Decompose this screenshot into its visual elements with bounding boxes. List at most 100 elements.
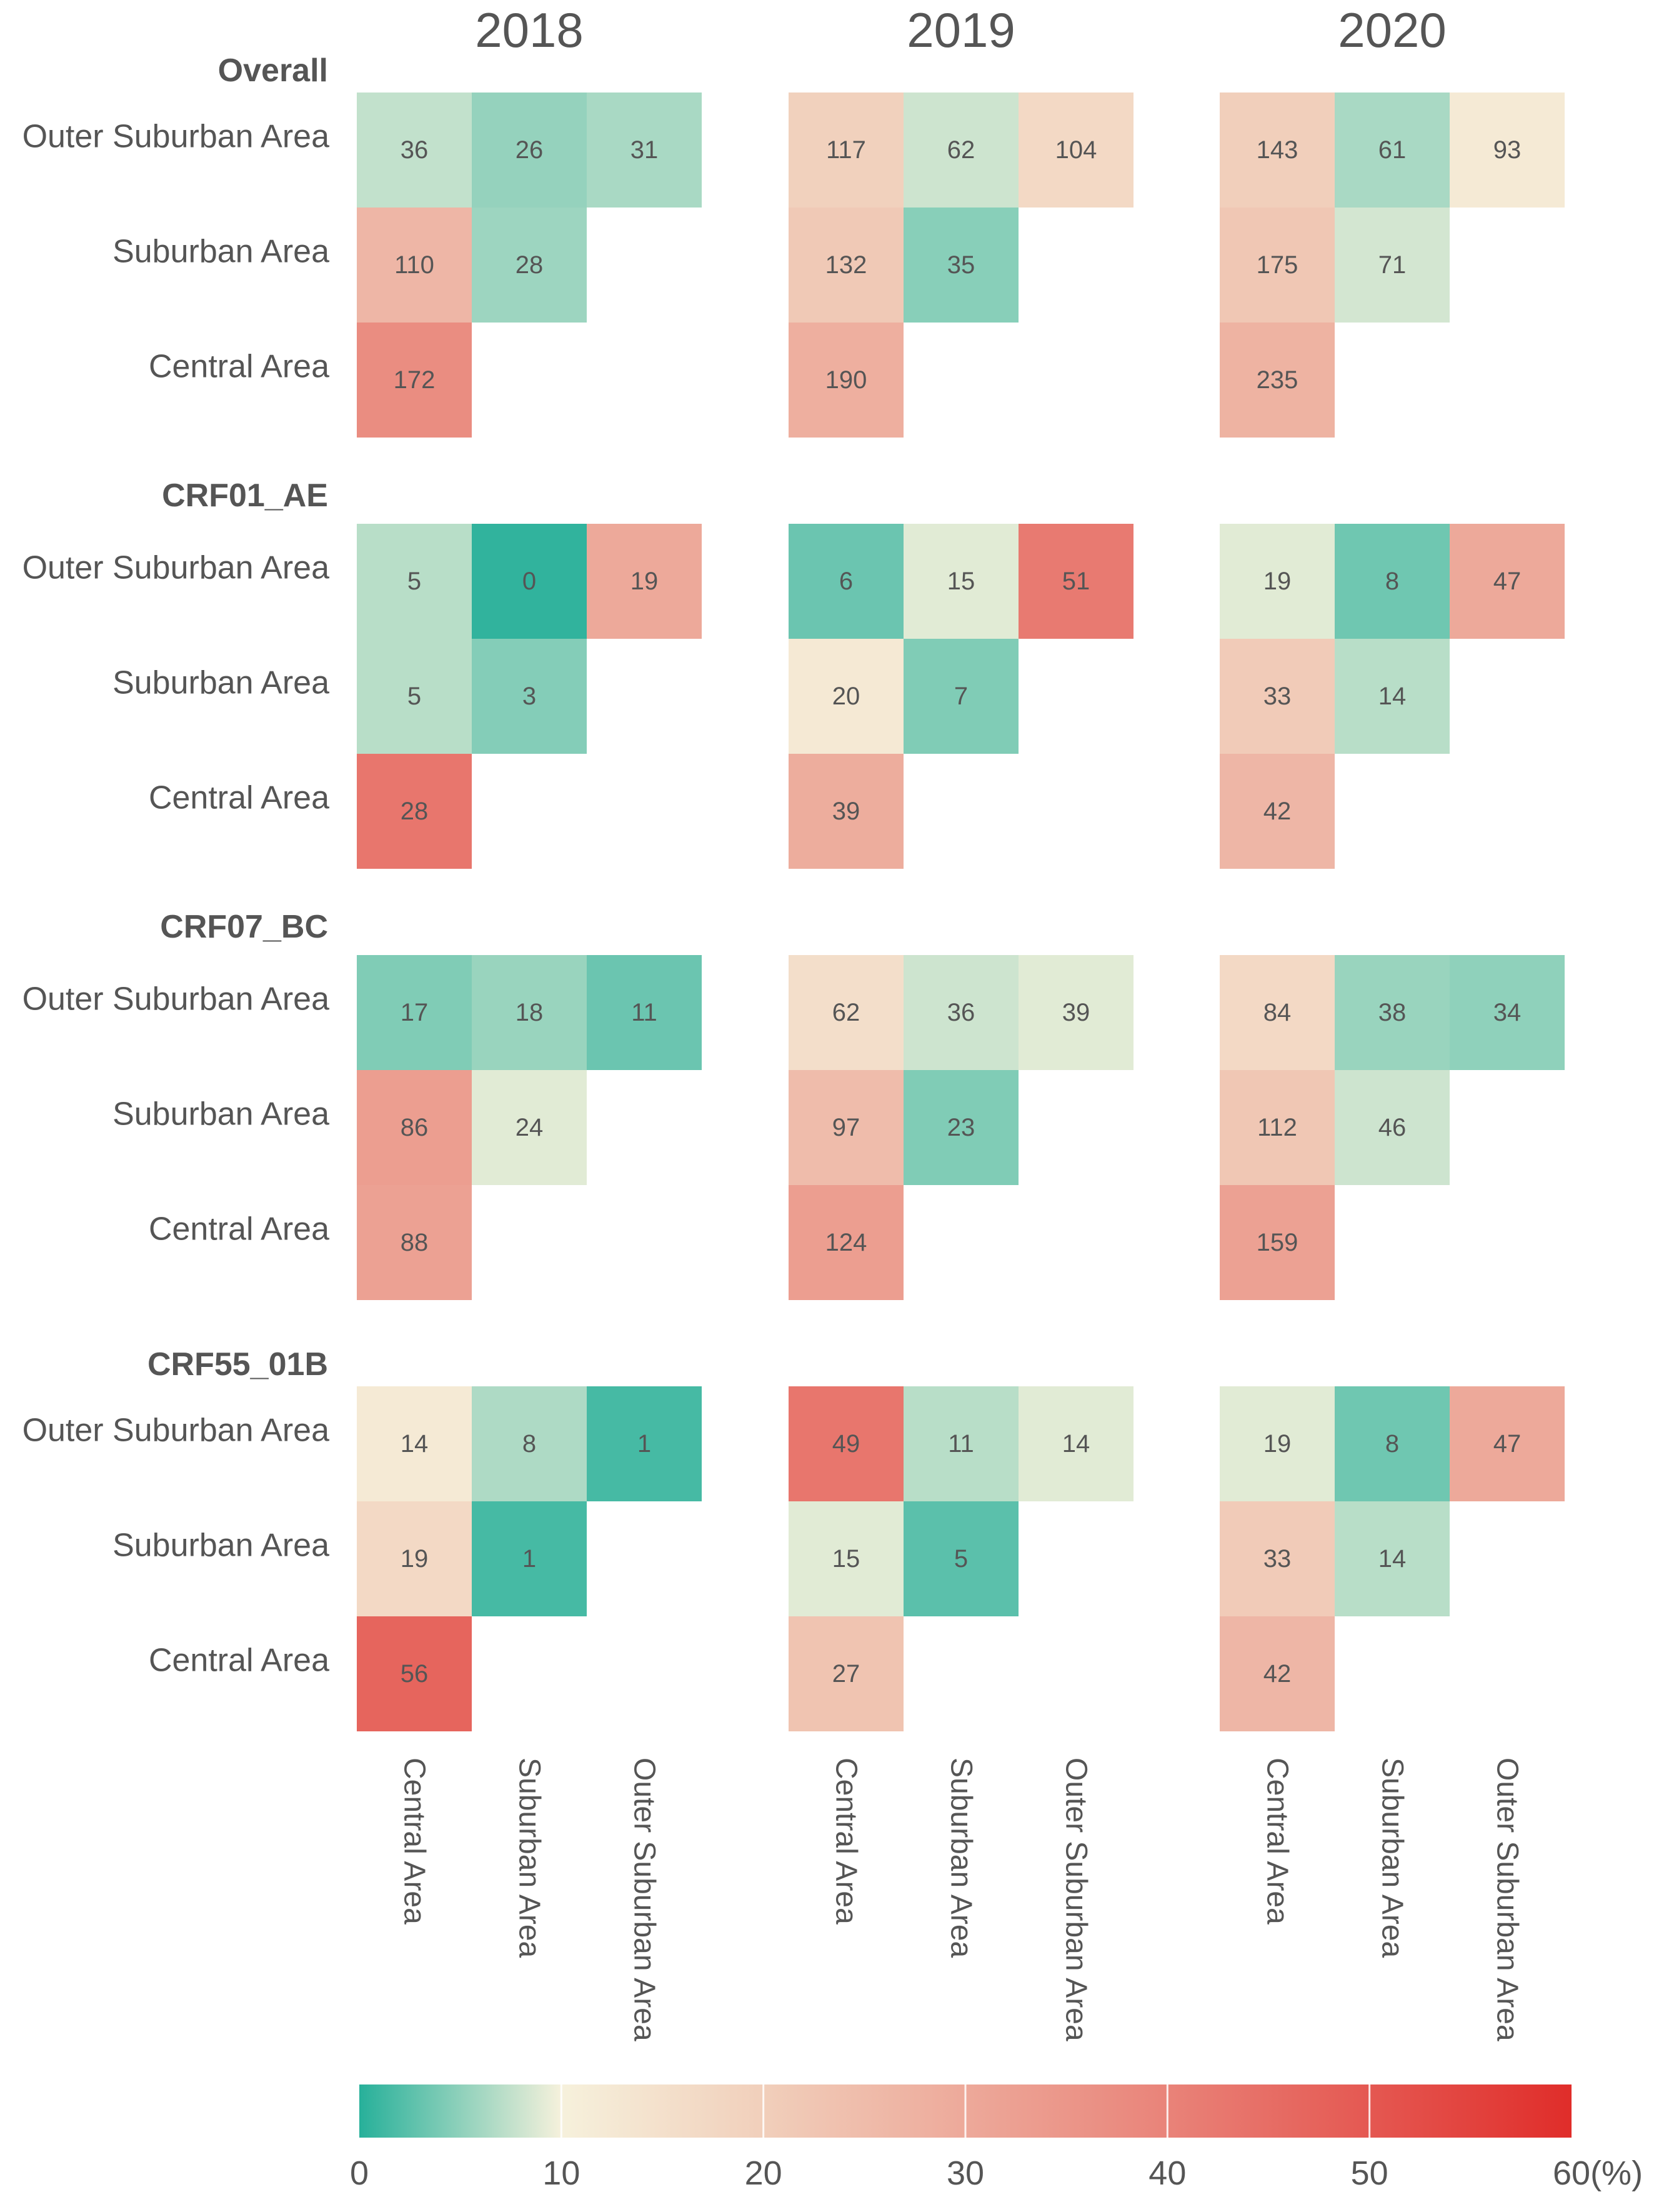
cell-value: 47 <box>1493 568 1522 595</box>
heatmap-cell <box>587 1386 702 1501</box>
heatmap-cell <box>1220 639 1335 754</box>
heatmap-cell <box>357 1185 472 1300</box>
heatmap-cell <box>472 1501 587 1616</box>
cell-value: 93 <box>1493 136 1522 164</box>
row-label: Outer Suburban Area <box>22 1413 330 1449</box>
cell-value: 47 <box>1493 1430 1522 1458</box>
panel-year-2019: 117 62 104 132 35 190 <box>789 93 1133 438</box>
row-label: Suburban Area <box>112 665 329 701</box>
colorbar-tick-label: 30 <box>947 2154 984 2192</box>
heatmap-cell <box>1335 1501 1450 1616</box>
cell-value: 11 <box>948 1430 974 1458</box>
heatmap-cell <box>904 208 1019 323</box>
colorbar: 0 10 20 30 40 50 60(%) <box>350 2084 1643 2192</box>
cell-value: 84 <box>1263 999 1292 1026</box>
heatmap-cell <box>1019 524 1133 639</box>
heatmap-cell <box>472 1070 587 1185</box>
heatmap-cell <box>357 1501 472 1616</box>
panel-year-2018: 17 18 11 86 24 88 <box>357 955 702 1300</box>
cell-value: 3 <box>522 683 536 710</box>
cell-value: 172 <box>394 366 436 394</box>
heatmap-cell <box>1335 1386 1450 1501</box>
heatmap-cell <box>1220 955 1335 1070</box>
heatmap-cell <box>472 639 587 754</box>
panel-crf55-01b: CRF55_01B Outer Suburban Area Suburban Are… <box>22 1346 1565 1731</box>
heatmap-cell <box>1335 955 1450 1070</box>
heatmap-cell <box>904 955 1019 1070</box>
cell-value: 46 <box>1378 1114 1407 1141</box>
panel-year-2019: 6 15 51 20 7 39 <box>789 524 1133 869</box>
cell-value: 159 <box>1257 1229 1298 1256</box>
row-label: Outer Suburban Area <box>22 119 330 155</box>
heatmap-cell <box>1450 93 1565 208</box>
panel-year-2020: 19 8 47 33 14 42 <box>1220 524 1565 869</box>
heatmap-cell <box>789 1386 904 1501</box>
cell-value: 14 <box>401 1430 429 1458</box>
row-label: Outer Suburban Area <box>22 550 330 586</box>
heatmap-cell <box>1019 955 1133 1070</box>
cell-value: 28 <box>516 251 544 279</box>
cell-value: 39 <box>1062 999 1090 1026</box>
panel-title: CRF55_01B <box>147 1346 328 1383</box>
colorbar-tick-label: 40 <box>1148 2154 1186 2192</box>
panel-title: CRF07_BC <box>160 909 328 945</box>
heatmap-cell <box>1220 1070 1335 1185</box>
cell-value: 235 <box>1257 366 1298 394</box>
heatmap-cell <box>1220 1501 1335 1616</box>
column-label: Central Area <box>1261 1758 1294 1924</box>
heatmap-cell <box>357 955 472 1070</box>
cell-value: 190 <box>825 366 867 394</box>
heatmap-cell <box>357 208 472 323</box>
cell-value: 14 <box>1062 1430 1090 1458</box>
cell-value: 34 <box>1493 999 1522 1026</box>
heatmap-cell <box>789 1501 904 1616</box>
cell-value: 39 <box>832 798 860 825</box>
heatmap-cell <box>357 524 472 639</box>
panel-title: Overall <box>218 53 328 89</box>
cell-value: 19 <box>1263 1430 1292 1458</box>
year-header-2020: 2020 <box>1338 3 1447 58</box>
column-axis-labels: Central Area Suburban Area Outer Suburban … <box>398 1758 1524 2041</box>
cell-value: 132 <box>825 251 867 279</box>
row-label: Suburban Area <box>112 1528 329 1564</box>
cell-value: 5 <box>407 683 421 710</box>
heatmap-cell <box>904 1070 1019 1185</box>
panel-year-2019: 49 11 14 15 5 27 <box>789 1386 1133 1731</box>
cell-value: 18 <box>516 999 544 1026</box>
heatmap-cell <box>789 93 904 208</box>
heatmap-cell <box>472 955 587 1070</box>
column-label: Central Area <box>830 1758 863 1924</box>
cell-value: 17 <box>401 999 429 1026</box>
year-header-2019: 2019 <box>907 3 1015 58</box>
heatmap-cell <box>789 1185 904 1300</box>
heatmap-cell <box>789 524 904 639</box>
cell-value: 1 <box>522 1545 536 1573</box>
heatmap-cell <box>789 955 904 1070</box>
heatmap-cell <box>357 93 472 208</box>
colorbar-tick-label: 50 <box>1351 2154 1388 2192</box>
row-label: Central Area <box>149 349 329 385</box>
heatmap-cell <box>789 323 904 438</box>
panel-year-2018: 14 8 1 19 1 56 <box>357 1386 702 1731</box>
colorbar-tick-label: 60(%) <box>1553 2154 1643 2192</box>
cell-value: 33 <box>1263 683 1292 710</box>
heatmap-cell <box>1220 1185 1335 1300</box>
heatmap-cell <box>587 93 702 208</box>
cell-value: 49 <box>832 1430 860 1458</box>
heatmap-cell <box>904 639 1019 754</box>
heatmap-cell <box>1220 93 1335 208</box>
panel-year-2020: 143 61 93 175 71 235 <box>1220 93 1565 438</box>
heatmap-cell <box>1220 1386 1335 1501</box>
heatmap-cell <box>1450 524 1565 639</box>
cell-value: 86 <box>401 1114 429 1141</box>
heatmap-cell <box>789 1070 904 1185</box>
cell-value: 42 <box>1263 798 1292 825</box>
cell-value: 31 <box>630 136 659 164</box>
panel-year-2019: 62 36 39 97 23 124 <box>789 955 1133 1300</box>
row-label: Central Area <box>149 780 329 816</box>
panel-overall: Overall Outer Suburban Area Suburban Area C… <box>22 53 1565 438</box>
cell-value: 124 <box>825 1229 867 1256</box>
cell-value: 61 <box>1378 136 1407 164</box>
cell-value: 27 <box>832 1660 860 1688</box>
